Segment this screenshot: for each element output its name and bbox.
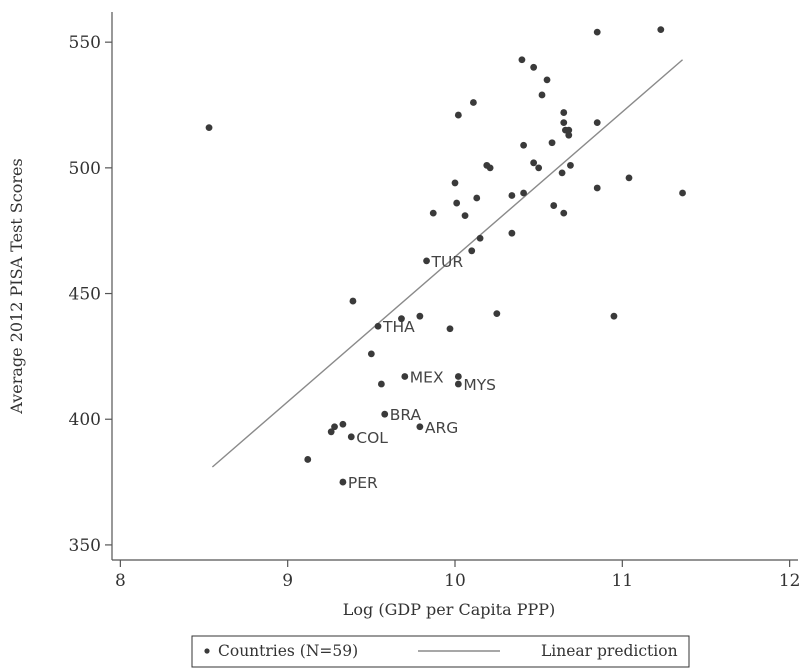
y-axis-title: Average 2012 PISA Test Scores	[7, 158, 26, 414]
data-point	[454, 373, 462, 380]
data-point	[657, 26, 665, 33]
data-point	[473, 194, 481, 202]
y-tick-label: 450	[69, 285, 101, 305]
data-point	[451, 179, 459, 187]
x-tick-label: 12	[779, 571, 801, 591]
data-point	[560, 119, 568, 127]
data-point	[377, 380, 385, 388]
data-point	[454, 111, 462, 119]
data-point	[508, 229, 516, 237]
data-point	[339, 420, 347, 428]
data-point	[493, 310, 501, 318]
data-point	[520, 189, 527, 197]
axes	[111, 12, 798, 561]
data-point	[530, 159, 538, 167]
legend-label-countries: Countries (N=59)	[218, 642, 358, 660]
y-tick-label: 400	[69, 410, 101, 430]
point-label: TUR	[431, 253, 464, 271]
data-point	[367, 350, 375, 358]
y-tick-label: 550	[69, 33, 101, 53]
data-point	[558, 169, 566, 177]
data-point	[593, 119, 601, 127]
data-point	[401, 373, 409, 380]
point-label: MYS	[463, 376, 496, 394]
data-point	[548, 139, 556, 147]
x-axis-title: Log (GDP per Capita PPP)	[343, 600, 555, 619]
point-label: MEX	[410, 368, 444, 386]
data-point	[454, 380, 462, 388]
linear-prediction-series	[211, 59, 684, 468]
y-tick-label: 500	[69, 159, 101, 179]
data-point	[625, 174, 633, 182]
x-tick-label: 10	[444, 571, 466, 591]
data-point	[593, 184, 601, 192]
data-point	[423, 257, 430, 265]
data-point	[679, 189, 686, 197]
data-point	[349, 297, 357, 305]
data-point	[518, 56, 526, 64]
data-point	[486, 164, 494, 172]
x-tick-label: 11	[611, 571, 633, 591]
data-point	[535, 164, 543, 172]
data-point	[520, 141, 527, 149]
data-point	[327, 428, 335, 436]
legend: Countries (N=59) Linear prediction	[191, 635, 690, 668]
data-point	[347, 433, 355, 441]
data-point	[565, 126, 573, 134]
point-label: THA	[382, 318, 415, 336]
data-point	[304, 456, 312, 463]
data-point	[610, 312, 618, 320]
point-label: COL	[356, 429, 388, 447]
data-point	[567, 161, 574, 169]
y-tick-label: 350	[69, 536, 101, 556]
y-axis-ticks: 350 400 450 500 550	[69, 33, 112, 556]
data-point	[205, 124, 213, 132]
x-axis-ticks: 8 9 10 11 12	[115, 560, 801, 591]
data-point	[416, 423, 424, 431]
data-point	[468, 247, 476, 255]
legend-label-linear-prediction: Linear prediction	[541, 642, 678, 660]
x-tick-label: 9	[282, 571, 293, 591]
point-label: BRA	[390, 406, 422, 424]
data-point	[453, 199, 461, 207]
data-point	[374, 322, 382, 330]
data-point	[593, 28, 601, 36]
data-point	[550, 202, 558, 209]
linear-prediction-line	[211, 59, 684, 468]
data-point	[470, 99, 477, 106]
data-point	[476, 234, 484, 242]
data-point	[429, 209, 437, 217]
data-point	[543, 76, 551, 84]
countries-series: PER COL THA BRA MEX ARG TUR MYS	[205, 26, 686, 492]
point-label: ARG	[425, 419, 458, 437]
data-point	[530, 63, 538, 71]
data-point	[538, 91, 546, 99]
data-point	[565, 131, 573, 139]
data-point	[331, 423, 338, 431]
data-point	[416, 312, 424, 320]
data-point	[560, 109, 568, 116]
data-point	[461, 212, 469, 220]
data-point	[398, 315, 405, 323]
data-point	[560, 209, 568, 217]
data-point	[446, 325, 454, 333]
data-point	[508, 192, 516, 199]
point-label: PER	[348, 474, 378, 492]
legend-marker-countries	[204, 648, 210, 654]
data-point	[339, 478, 347, 486]
data-point	[381, 410, 389, 418]
x-tick-label: 8	[115, 571, 126, 591]
